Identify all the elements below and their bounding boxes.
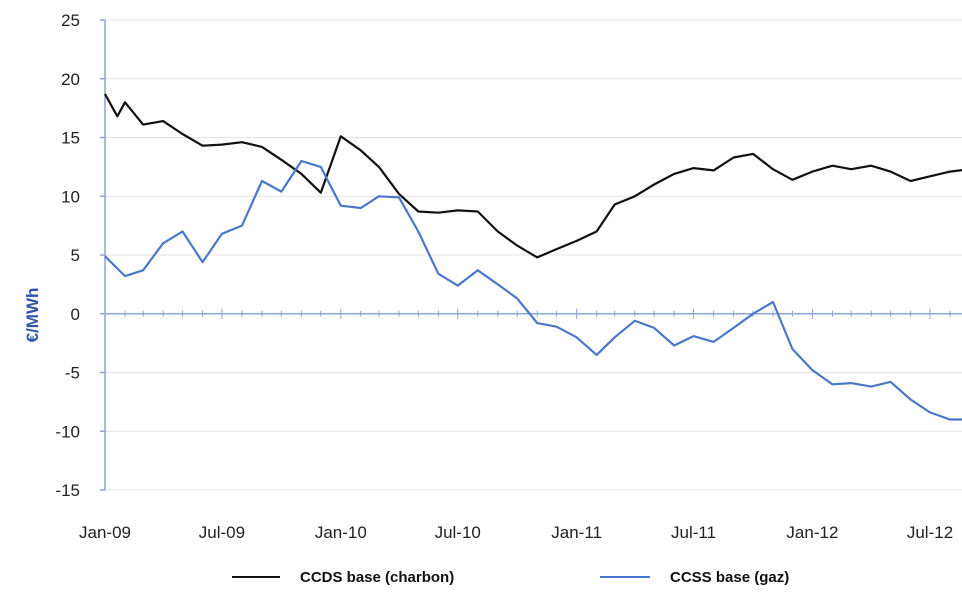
gridlines: [105, 19, 962, 491]
x-tick-label: Jan-10: [315, 523, 367, 542]
y-tick-label: -5: [65, 364, 80, 383]
x-tick-label: Jan-11: [551, 523, 602, 542]
legend-label: CCSS base (gaz): [670, 569, 789, 586]
x-tick-label: Jul-11: [671, 523, 716, 542]
y-tick-label: 15: [61, 129, 80, 148]
y-tick-label: 5: [71, 246, 80, 265]
y-tick-label: -10: [55, 422, 80, 441]
x-tick-label: Jul-12: [907, 523, 953, 542]
series-line-ccds: [104, 93, 962, 259]
series-line-ccss: [104, 159, 962, 421]
y-axis-label: €/MWh: [23, 288, 42, 343]
y-tick-label: 10: [61, 187, 80, 206]
axes: [100, 19, 962, 491]
x-tick-label: Jan-12: [786, 523, 838, 542]
series-lines: [104, 93, 962, 421]
legend: CCDS base (charbon) CCSS base (gaz): [232, 569, 789, 586]
y-tick-label: -15: [55, 481, 80, 500]
legend-label: CCDS base (charbon): [300, 569, 454, 586]
x-tick-label: Jan-09: [79, 523, 131, 542]
y-tick-label: 0: [71, 305, 80, 324]
x-tick-label: Jul-10: [435, 523, 481, 542]
x-tick-label: Jul-09: [199, 523, 245, 542]
y-tick-label: 25: [61, 11, 80, 30]
tick-labels: -15 -10 -5 0 5 10 15 20 25 Jan-09 Jul-09 Jan-10 Jul-…: [55, 11, 953, 542]
y-tick-label: 20: [61, 70, 80, 89]
